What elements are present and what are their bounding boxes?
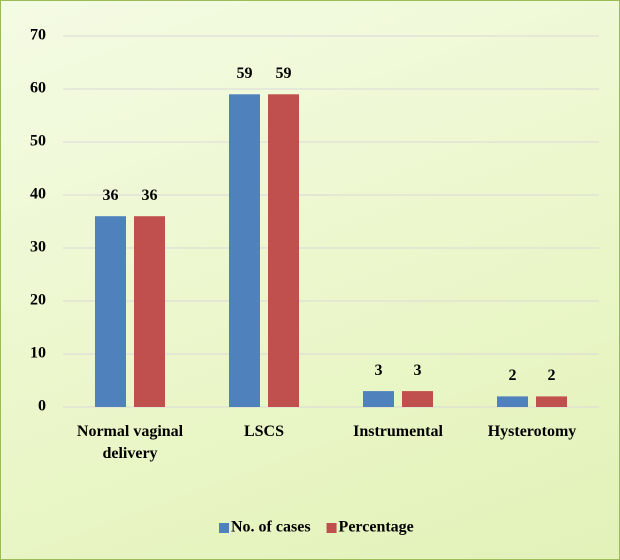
data-label: 36	[142, 187, 158, 204]
y-tick-label: 40	[30, 186, 46, 203]
data-label: 3	[375, 362, 383, 379]
data-label: 2	[509, 367, 517, 384]
data-label: 3	[414, 362, 422, 379]
legend-swatch	[326, 523, 337, 533]
legend-label: Percentage	[339, 519, 414, 536]
bar	[402, 391, 433, 407]
x-tick-label: Instrumental	[353, 423, 443, 440]
legend-swatch	[219, 523, 229, 533]
bar	[268, 94, 299, 408]
bar	[497, 396, 528, 407]
x-tick-label: LSCS	[243, 423, 285, 440]
data-label: 59	[276, 65, 292, 82]
data-label: 59	[237, 65, 253, 82]
bar	[134, 216, 165, 407]
data-label: 36	[103, 187, 119, 204]
y-tick-label: 0	[38, 398, 46, 415]
legend-label: No. of cases	[231, 519, 311, 536]
y-tick-label: 10	[30, 345, 46, 362]
y-tick-label: 70	[30, 27, 46, 44]
bar	[95, 216, 126, 407]
bar	[536, 396, 567, 407]
x-tick-label: Normal vaginal delivery	[76, 423, 184, 462]
y-tick-label: 20	[30, 292, 46, 309]
bar	[229, 94, 260, 408]
y-tick-label: 60	[30, 80, 46, 97]
data-label: 2	[548, 367, 556, 384]
y-tick-label: 50	[30, 133, 46, 150]
x-tick-label: Hysterotomy	[487, 423, 577, 440]
y-tick-label: 30	[30, 239, 46, 256]
bar	[363, 391, 394, 407]
